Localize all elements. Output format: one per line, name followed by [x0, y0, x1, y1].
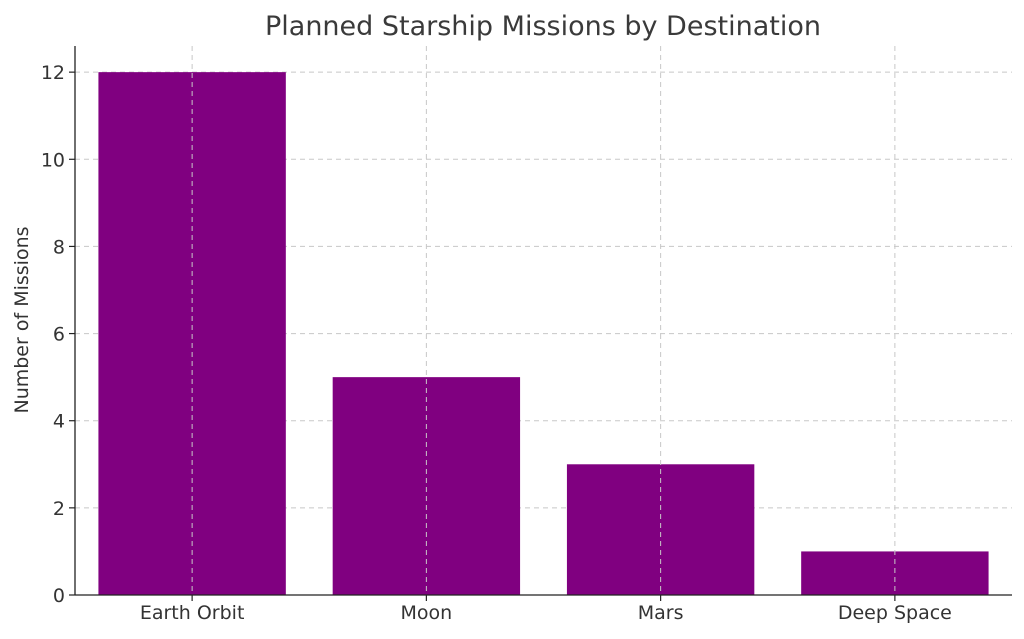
y-axis-ticks: 0 2 4 6 8 10 12	[41, 62, 75, 607]
y-tick-label: 0	[53, 585, 65, 607]
y-tick-label: 2	[53, 498, 65, 520]
y-tick-label: 10	[41, 149, 65, 171]
chart-title: Planned Starship Missions by Destination	[265, 11, 821, 42]
bar-mars	[566, 464, 755, 595]
bar-moon	[332, 377, 521, 595]
axes	[74, 46, 1012, 596]
y-tick-label: 4	[53, 411, 65, 433]
x-tick-label: Earth Orbit	[140, 602, 245, 624]
y-tick-label: 6	[53, 324, 65, 346]
y-tick-label: 12	[41, 62, 65, 84]
x-tick-label: Mars	[638, 602, 684, 624]
x-tick-label: Deep Space	[838, 602, 952, 624]
y-tick-label: 8	[53, 236, 65, 258]
bars	[98, 46, 989, 595]
x-axis-ticks: Earth Orbit Moon Mars Deep Space	[140, 595, 952, 624]
y-axis-label: Number of Missions	[11, 226, 33, 413]
x-tick-label: Moon	[401, 602, 453, 624]
